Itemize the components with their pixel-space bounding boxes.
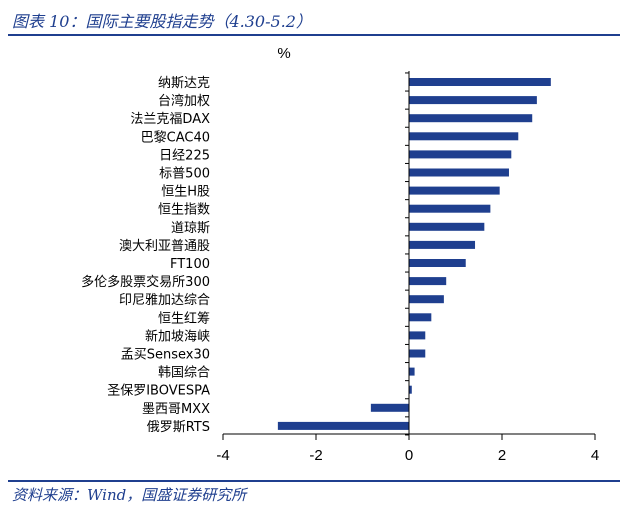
- bar: [409, 277, 447, 286]
- bars-group: [277, 78, 551, 430]
- category-label: 日经225: [159, 148, 210, 163]
- category-label: 俄罗斯RTS: [147, 420, 210, 435]
- bar: [409, 186, 500, 195]
- header-rule: [8, 34, 620, 36]
- category-label: FT100: [170, 257, 210, 272]
- bar: [409, 313, 432, 322]
- category-label: 恒生H股: [161, 185, 210, 200]
- bar: [409, 331, 426, 340]
- category-label: 韩国综合: [158, 366, 210, 381]
- bar: [409, 240, 476, 249]
- x-tick-label: -2: [309, 447, 322, 464]
- category-label: 道琼斯: [171, 221, 210, 236]
- category-label: 孟买Sensex30: [121, 348, 210, 363]
- unit-label: %: [277, 45, 290, 62]
- category-label: 标普500: [159, 167, 210, 182]
- category-label: 纳斯达克: [158, 76, 210, 91]
- category-label: 印尼雅加达综合: [119, 293, 210, 308]
- bar: [409, 78, 551, 86]
- bar: [409, 385, 412, 394]
- chart-header: 图表 10：国际主要股指走势（4.30-5.2）: [8, 4, 620, 36]
- category-label: 巴黎CAC40: [141, 130, 210, 145]
- category-label: 圣保罗IBOVESPA: [107, 384, 210, 399]
- category-label: 多伦多股票交易所300: [81, 274, 210, 290]
- category-label: 恒生红筹: [158, 310, 210, 326]
- bar: [409, 168, 509, 177]
- bar: [409, 222, 485, 231]
- category-label: 墨西哥MXX: [142, 402, 210, 417]
- x-tick-label: 4: [591, 447, 599, 464]
- bar: [277, 421, 409, 430]
- category-label: 澳大利亚普通股: [119, 238, 210, 254]
- bar: [409, 150, 512, 159]
- bar: [409, 114, 533, 123]
- bar: [409, 132, 519, 141]
- chart-title: 图表 10：国际主要股指走势（4.30-5.2）: [12, 12, 312, 31]
- bar: [409, 204, 491, 213]
- bar: [370, 403, 409, 412]
- category-label: 台湾加权: [158, 93, 210, 109]
- bar: [409, 367, 415, 376]
- bar: [409, 96, 537, 105]
- category-label: 新加坡海峡: [145, 328, 210, 344]
- bar: [409, 349, 426, 358]
- axes-group: % -4 -2 0 2 4: [216, 45, 599, 464]
- category-label: 法兰克福DAX: [130, 112, 210, 127]
- x-tick-label: 0: [405, 447, 413, 464]
- category-label: 恒生指数: [158, 203, 210, 218]
- bar: [409, 259, 466, 267]
- x-tick-label: -4: [216, 447, 229, 464]
- footer-rule: [8, 480, 620, 482]
- source-note: 资料来源：Wind，国盛证券研究所: [12, 486, 247, 504]
- x-tick-label: 2: [498, 447, 506, 464]
- bar: [409, 295, 444, 304]
